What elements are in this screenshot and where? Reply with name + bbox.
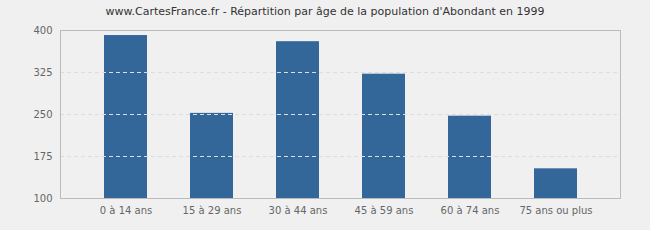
svg-text:60 à 74 ans: 60 à 74 ans	[441, 205, 500, 216]
svg-text:0 à 14 ans: 0 à 14 ans	[100, 205, 152, 216]
html-text:www.CartesFrance.fr - Répartit: www.CartesFrance.fr - Répartition par âg…	[105, 5, 545, 18]
svg-text:325: 325	[33, 67, 52, 78]
svg-text:30 à 44 ans: 30 à 44 ans	[269, 205, 328, 216]
svg-text:100: 100	[33, 193, 52, 204]
svg-text:75 ans ou plus: 75 ans ou plus	[519, 205, 592, 216]
svg-text:45 à 59 ans: 45 à 59 ans	[355, 205, 414, 216]
svg-text:175: 175	[33, 151, 52, 162]
svg-text:15 à 29 ans: 15 à 29 ans	[183, 205, 242, 216]
svg-text:250: 250	[33, 109, 52, 120]
svg-text:400: 400	[33, 25, 52, 36]
